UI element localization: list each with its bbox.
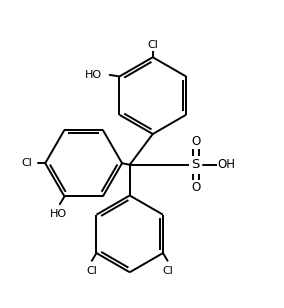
Text: Cl: Cl xyxy=(162,266,173,276)
Text: S: S xyxy=(192,158,200,171)
Text: Cl: Cl xyxy=(147,40,158,50)
Text: Cl: Cl xyxy=(21,158,32,168)
Text: Cl: Cl xyxy=(86,266,97,276)
Text: O: O xyxy=(191,181,201,194)
Text: HO: HO xyxy=(50,209,68,219)
Text: OH: OH xyxy=(218,158,236,171)
Text: O: O xyxy=(191,135,201,148)
Text: HO: HO xyxy=(85,70,102,79)
